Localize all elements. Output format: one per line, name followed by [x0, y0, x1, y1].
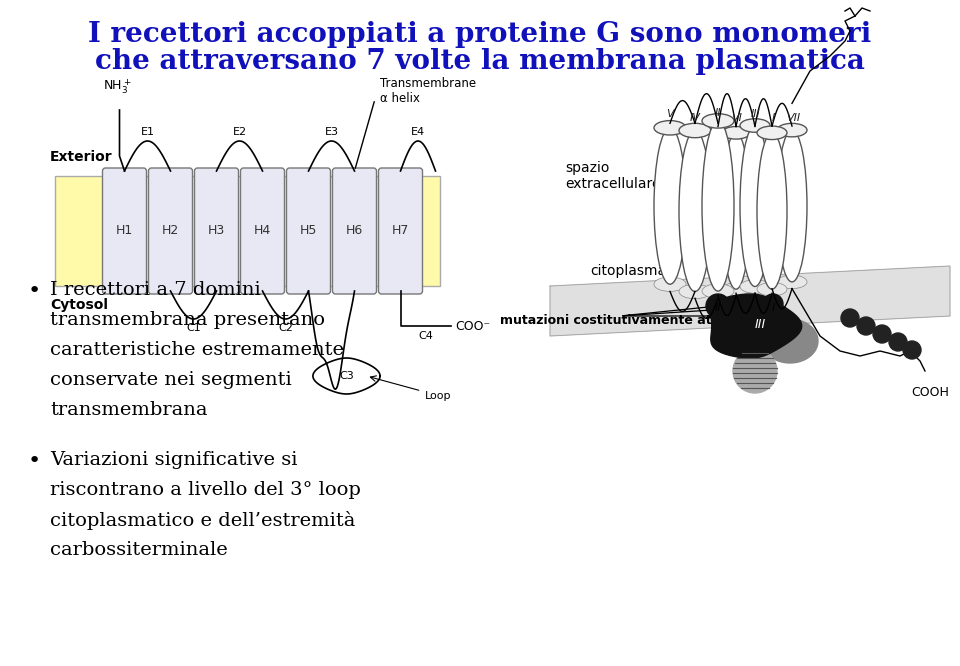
Text: II: II — [715, 108, 721, 118]
Ellipse shape — [654, 128, 686, 284]
Circle shape — [763, 294, 783, 314]
Ellipse shape — [679, 123, 711, 138]
Text: transmembrana: transmembrana — [50, 401, 207, 419]
Text: V: V — [666, 109, 674, 119]
Text: H7: H7 — [392, 224, 409, 238]
Text: Transmembrane
α helix: Transmembrane α helix — [380, 77, 476, 105]
Text: III: III — [751, 109, 761, 119]
Text: VI: VI — [732, 113, 742, 123]
Text: mutazioni costitutivamente attivanti: mutazioni costitutivamente attivanti — [500, 314, 757, 328]
Text: COOH: COOH — [911, 386, 948, 399]
Ellipse shape — [722, 127, 750, 139]
Ellipse shape — [757, 282, 787, 296]
Ellipse shape — [740, 119, 770, 133]
Polygon shape — [710, 294, 802, 358]
Text: Exterior: Exterior — [50, 150, 112, 164]
Ellipse shape — [722, 133, 750, 289]
Circle shape — [873, 325, 891, 343]
Text: VII: VII — [786, 113, 800, 123]
Text: C4: C4 — [418, 331, 433, 341]
Text: carbossiterminale: carbossiterminale — [50, 541, 228, 559]
Text: H3: H3 — [208, 224, 226, 238]
Ellipse shape — [757, 133, 787, 289]
Text: IV: IV — [689, 113, 701, 123]
FancyBboxPatch shape — [332, 168, 376, 294]
Text: C3: C3 — [339, 371, 354, 381]
Text: spazio
extracellulare: spazio extracellulare — [565, 161, 660, 191]
Text: H5: H5 — [300, 224, 317, 238]
Circle shape — [733, 349, 777, 393]
FancyBboxPatch shape — [149, 168, 193, 294]
Ellipse shape — [654, 277, 686, 292]
Ellipse shape — [679, 131, 711, 292]
FancyBboxPatch shape — [241, 168, 284, 294]
Text: E2: E2 — [232, 127, 247, 137]
Ellipse shape — [777, 123, 807, 137]
Text: II: II — [715, 303, 721, 313]
Text: citoplasmatico e dell’estremità: citoplasmatico e dell’estremità — [50, 511, 355, 530]
FancyBboxPatch shape — [378, 168, 422, 294]
Text: I recettori accoppiati a proteine G sono monomeri: I recettori accoppiati a proteine G sono… — [88, 21, 872, 48]
Ellipse shape — [679, 284, 711, 298]
Text: Cytosol: Cytosol — [50, 298, 108, 312]
Text: caratteristiche estremamente: caratteristiche estremamente — [50, 341, 344, 359]
Bar — [55, 176, 440, 286]
Circle shape — [889, 333, 907, 351]
FancyBboxPatch shape — [286, 168, 330, 294]
Text: H4: H4 — [253, 224, 271, 238]
Text: conservate nei segmenti: conservate nei segmenti — [50, 371, 292, 389]
Text: C2: C2 — [278, 323, 293, 333]
Text: III: III — [755, 318, 766, 330]
Circle shape — [903, 341, 921, 359]
Text: •: • — [28, 281, 41, 301]
FancyBboxPatch shape — [103, 168, 147, 294]
Text: Variazioni significative si: Variazioni significative si — [50, 451, 298, 469]
Polygon shape — [550, 266, 950, 336]
Ellipse shape — [740, 280, 770, 293]
Text: H1: H1 — [116, 224, 133, 238]
Text: NH$_3^+$: NH$_3^+$ — [104, 77, 132, 96]
Text: H2: H2 — [162, 224, 180, 238]
Text: transmembrana presentano: transmembrana presentano — [50, 311, 325, 329]
Ellipse shape — [757, 126, 787, 140]
Text: E1: E1 — [140, 127, 155, 137]
Text: E4: E4 — [411, 127, 425, 137]
Text: citoplasma: citoplasma — [590, 264, 666, 278]
Text: C1: C1 — [186, 323, 201, 333]
Ellipse shape — [777, 130, 807, 282]
Ellipse shape — [702, 121, 734, 291]
Text: che attraversano 7 volte la membrana plasmatica: che attraversano 7 volte la membrana pla… — [95, 48, 865, 75]
Text: riscontrano a livello del 3° loop: riscontrano a livello del 3° loop — [50, 481, 361, 499]
Text: I: I — [772, 303, 775, 313]
Text: I recettori a 7 domini: I recettori a 7 domini — [50, 281, 261, 299]
Circle shape — [857, 317, 875, 335]
Ellipse shape — [740, 125, 770, 286]
Text: E3: E3 — [324, 127, 339, 137]
Text: H6: H6 — [346, 224, 363, 238]
Text: •: • — [28, 451, 41, 471]
Circle shape — [841, 309, 859, 327]
Polygon shape — [762, 319, 818, 363]
Circle shape — [706, 294, 730, 318]
Text: COO⁻: COO⁻ — [455, 320, 491, 332]
Text: I: I — [772, 113, 775, 123]
Text: Loop: Loop — [424, 391, 451, 401]
Ellipse shape — [702, 114, 734, 128]
Ellipse shape — [722, 283, 750, 296]
Ellipse shape — [654, 121, 686, 135]
Ellipse shape — [702, 284, 734, 298]
FancyBboxPatch shape — [195, 168, 238, 294]
Ellipse shape — [777, 275, 807, 288]
